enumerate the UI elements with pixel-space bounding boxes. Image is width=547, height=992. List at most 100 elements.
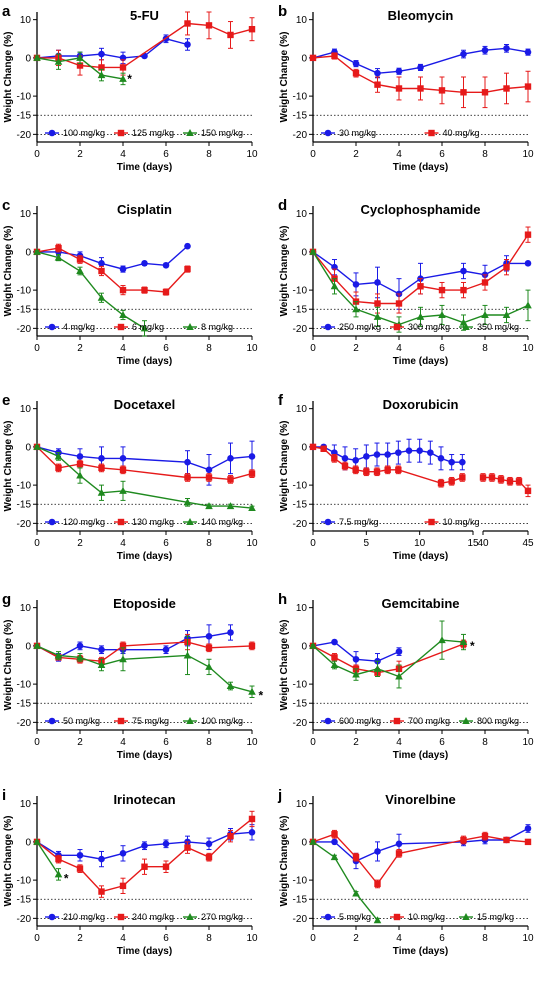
y-tick-label: -15 [293,895,308,906]
x-axis-label: Time (days) [393,750,448,761]
x-axis-label: Time (days) [117,162,172,173]
series-30-mg-kg [309,44,532,79]
series-140-mg-kg [33,442,256,512]
data-point [417,85,424,92]
y-axis-label: Weight Change (%) [279,226,290,317]
x-tick-label: 4 [120,737,126,748]
data-point [205,22,213,29]
panel-letter: g [2,591,11,608]
data-point [54,870,63,878]
series-line [312,643,464,674]
x-tick-label: 2 [77,737,83,748]
x-tick-label: 8 [482,737,488,748]
x-tick-label: 4 [396,737,402,748]
y-tick-label: 10 [296,404,308,415]
series-line [36,446,253,481]
x-tick-label: 10 [414,538,426,549]
x-tick-label: 4 [120,538,126,549]
y-tick-label: -20 [17,130,32,141]
data-point [352,60,360,67]
data-point [524,838,532,846]
legend-label: 75 mg/kg [132,716,169,726]
legend-label: 250 mg/kg [339,322,381,332]
legend-label: 100 mg/kg [63,128,105,138]
data-point [97,488,106,496]
legend-marker [428,518,435,526]
data-point [438,87,446,94]
x-tick-label: 10 [522,343,534,354]
y-tick-label: -10 [293,876,308,887]
data-point [76,62,84,69]
panel-title: Cisplatin [117,202,172,217]
legend-entry: 130 mg/kg [114,517,174,527]
data-point [141,260,148,267]
series-line [36,645,253,693]
data-point [33,837,41,845]
y-tick-label: -15 [293,111,308,122]
x-tick-label: 10 [522,149,534,160]
data-point [98,646,105,654]
y-tick-label: 10 [20,15,32,26]
data-point [98,260,105,267]
x-tick-label: 0 [34,538,40,549]
x-tick-label: 15 [467,538,479,549]
data-point [374,880,381,888]
data-point [524,48,532,56]
legend-label: 6 mg/kg [132,322,164,332]
data-point [119,486,127,494]
data-point [141,286,148,294]
data-point [248,687,256,695]
series-10-mg-kg [309,443,532,498]
x-tick-label: 4 [396,343,402,354]
x-tick-label: 6 [439,737,445,748]
data-point [76,653,84,661]
data-point [460,50,467,58]
legend-entry: 270 mg/kg [183,912,243,922]
legend-label: 300 mg/kg [408,322,450,332]
data-point [33,641,41,649]
data-point [374,69,381,77]
data-point [503,45,510,52]
y-tick-label: -15 [293,500,308,511]
legend-entry: 700 mg/kg [390,716,450,726]
data-point [248,470,256,477]
legend-entry: 30 mg/kg [321,128,376,138]
series-line [37,22,253,69]
x-tick-label: 8 [482,343,488,354]
data-point [119,310,127,318]
x-axis-label: Time (days) [393,162,448,173]
legend-marker [117,129,125,137]
data-point [184,458,191,466]
x-tick-label: 8 [206,933,212,944]
y-tick-label: 0 [25,53,31,64]
data-point [55,464,62,472]
y-tick-label: -10 [17,680,32,691]
data-point [374,300,381,307]
x-tick-label: 4 [120,933,126,944]
data-point [331,831,338,838]
data-point [97,293,106,301]
data-point [395,466,402,474]
data-point [352,69,360,77]
panel-title: Bleomycin [388,8,454,23]
legend-marker [393,717,401,725]
data-point [119,642,127,650]
data-point [459,458,466,466]
y-tick-label: 0 [25,247,31,258]
legend-marker [48,518,56,526]
legend-entry: 250 mg/kg [321,322,381,332]
data-point [417,283,424,290]
x-axis-label: Time (days) [117,750,172,761]
data-point [309,54,317,62]
data-point [374,279,381,286]
legend-marker [324,913,332,921]
legend-marker [117,717,125,725]
data-point [183,498,192,506]
data-point [524,487,532,495]
legend-marker [186,913,194,920]
data-point [395,449,402,456]
data-point [205,840,213,848]
